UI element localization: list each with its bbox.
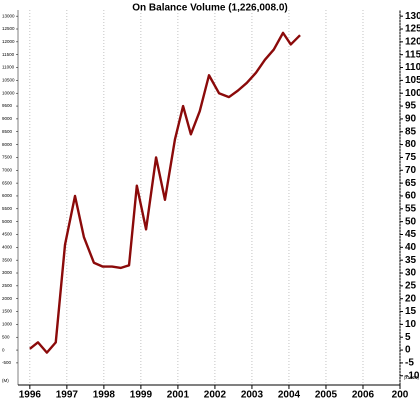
y-tick-label: -10 <box>405 370 420 381</box>
y2-tick-label: 11500 <box>2 52 15 57</box>
y2-tick-label: 8000 <box>2 142 13 147</box>
chart-title: On Balance Volume (1,226,008.0) <box>132 3 287 14</box>
y2-tick-label: 7500 <box>2 155 13 160</box>
y2-tick-label: -500 <box>2 360 12 365</box>
y-tick-label: 100 <box>405 88 420 99</box>
y-tick-label: 95 <box>405 101 417 112</box>
y-tick-label: 130 <box>405 11 420 22</box>
x-tick-label: 1998 <box>93 390 116 400</box>
y-tick-label: 110 <box>405 62 420 73</box>
y2-tick-label: 2500 <box>2 283 13 288</box>
y2-tick-label: 1500 <box>2 309 13 314</box>
y-tick-label: 60 <box>405 191 417 202</box>
y-tick-label: -5 <box>405 358 414 369</box>
x-tick-label: 1996 <box>19 390 42 400</box>
y-tick-label: 35 <box>405 255 417 266</box>
y2-tick-label: 5000 <box>2 219 13 224</box>
y2-tick-label: 4000 <box>2 245 13 250</box>
y2-tick-label: 13000 <box>2 13 15 18</box>
y-tick-label: 55 <box>405 203 417 214</box>
y2-tick-label: 8500 <box>2 129 13 134</box>
x-tick-label: 2006 <box>352 390 375 400</box>
y2-tick-label: 1000 <box>2 322 13 327</box>
y-tick-label: 10 <box>405 319 417 330</box>
y-tick-label: 50 <box>405 216 417 227</box>
y2-tick-label: 10500 <box>2 78 15 83</box>
y-tick-label: 5 <box>405 332 411 343</box>
x-tick-label: 2001 <box>167 390 190 400</box>
y-tick-label: 80 <box>405 139 417 150</box>
left-axis-unit: (M) <box>2 378 9 383</box>
y2-tick-label: 3000 <box>2 270 13 275</box>
y-tick-label: 115 <box>405 49 420 60</box>
y-tick-label: 20 <box>405 293 417 304</box>
y2-tick-label: 0 <box>2 347 5 352</box>
y-tick-label: 125 <box>405 24 420 35</box>
x-tick-label: 2004 <box>278 390 301 400</box>
x-tick-label: 1997 <box>56 390 79 400</box>
y-tick-label: 65 <box>405 178 417 189</box>
data-line <box>29 31 301 354</box>
y2-tick-label: 2000 <box>2 296 13 301</box>
y2-tick-label: 5500 <box>2 206 13 211</box>
y2-tick-label: 7000 <box>2 167 13 172</box>
right-axis-unit: (x1000) <box>404 375 420 380</box>
y-tick-label: 105 <box>405 75 420 86</box>
y2-tick-label: 10000 <box>2 90 15 95</box>
y-tick-label: 40 <box>405 242 417 253</box>
y2-tick-label: 12000 <box>2 39 15 44</box>
y-tick-label: 70 <box>405 165 417 176</box>
x-tick-label: 2003 <box>241 390 264 400</box>
y2-tick-label: 3500 <box>2 257 13 262</box>
y2-tick-label: 6000 <box>2 193 13 198</box>
y-tick-label: 25 <box>405 280 417 291</box>
y2-tick-label: 4500 <box>2 232 13 237</box>
y-tick-label: 90 <box>405 114 417 125</box>
y2-tick-label: 11000 <box>2 65 15 70</box>
x-tick-label: 200 <box>392 390 409 400</box>
y-tick-label: 15 <box>405 306 417 317</box>
y2-tick-label: 12500 <box>2 26 15 31</box>
y-tick-label: 75 <box>405 152 417 163</box>
y2-tick-label: 6500 <box>2 180 13 185</box>
y-tick-label: 85 <box>405 126 417 137</box>
y2-tick-label: 9500 <box>2 103 13 108</box>
x-tick-label: 2005 <box>315 390 338 400</box>
x-tick-label: 2002 <box>204 390 227 400</box>
y-tick-label: 30 <box>405 268 417 279</box>
y2-tick-label: 9000 <box>2 116 13 121</box>
y-tick-label: 45 <box>405 229 417 240</box>
x-tick-label: 1999 <box>130 390 153 400</box>
y2-tick-label: 500 <box>2 334 10 339</box>
y-tick-label: 0 <box>405 345 411 356</box>
y-tick-label: 120 <box>405 36 420 47</box>
